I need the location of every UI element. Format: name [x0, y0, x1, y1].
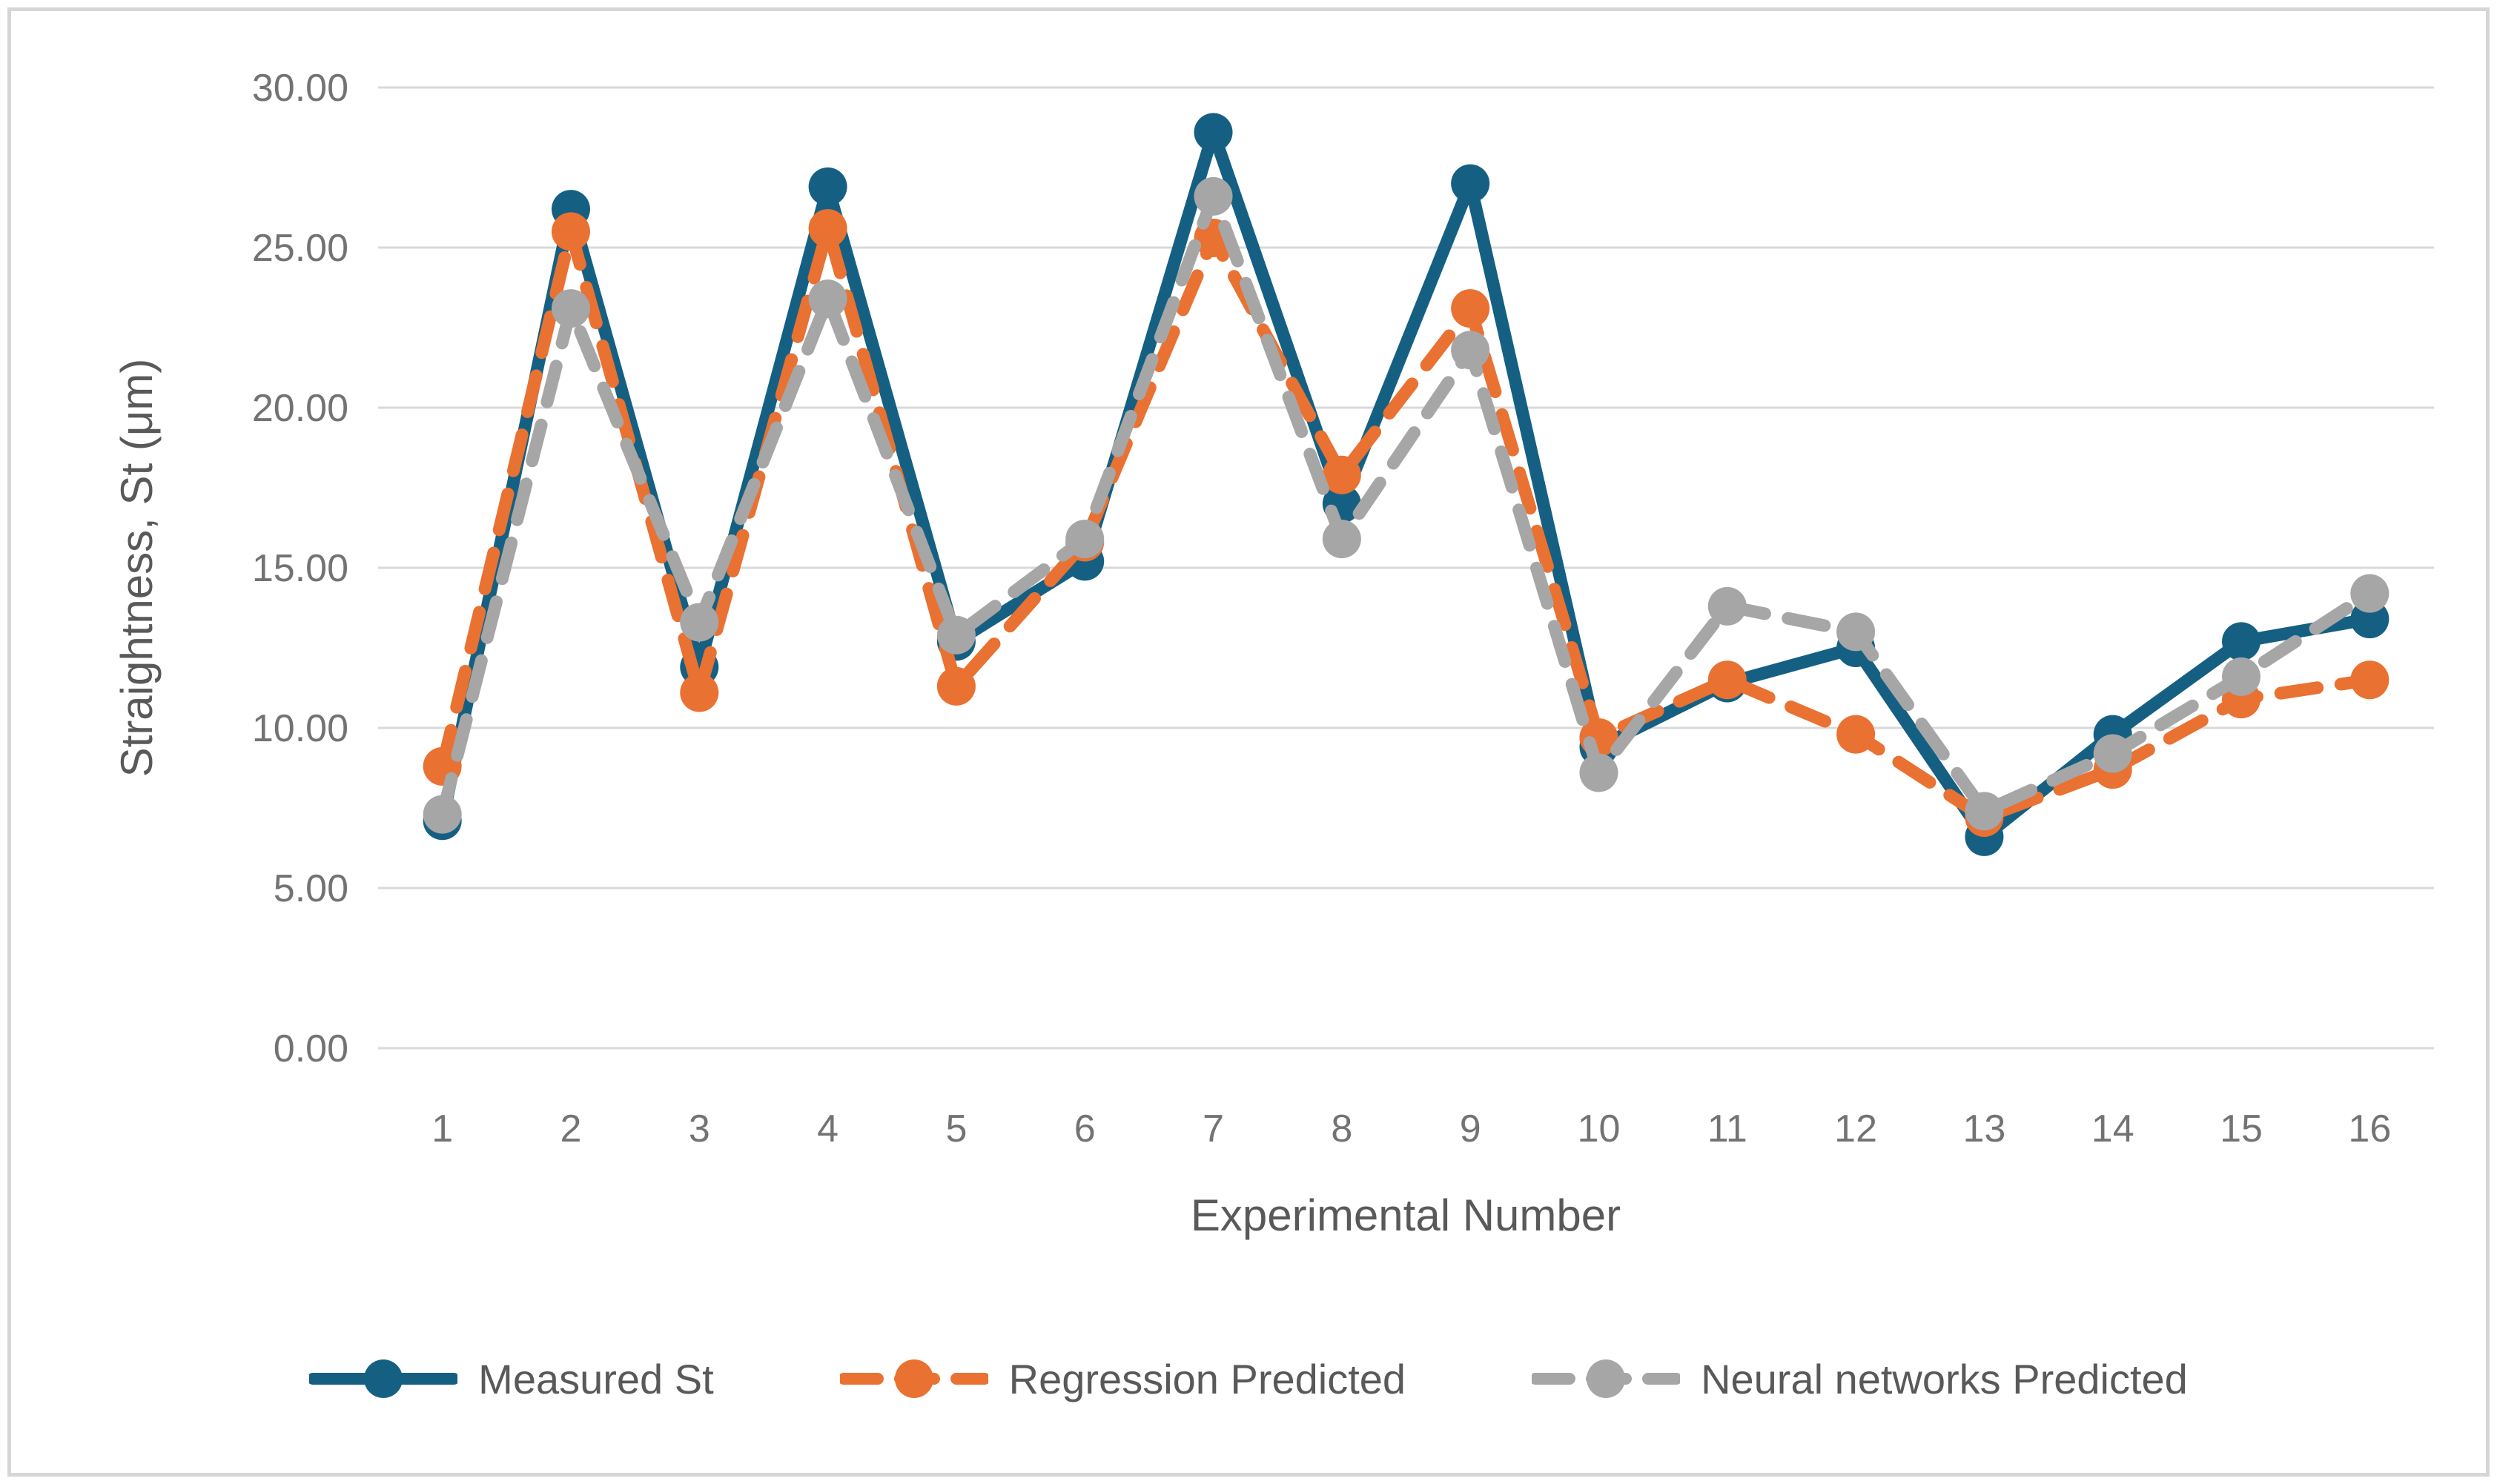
legend-marker: [1587, 1359, 1626, 1398]
data-point-marker-neural-networks-predicted: [1579, 753, 1618, 792]
data-point-marker-regression-predicted: [551, 212, 590, 251]
legend-swatch-measured-st-icon: [309, 1359, 458, 1398]
data-point-marker-neural-networks-predicted: [1322, 520, 1361, 559]
data-point-marker-regression-predicted: [680, 673, 719, 712]
x-tick-label: 6: [1074, 1107, 1096, 1150]
data-point-marker-neural-networks-predicted: [1194, 176, 1233, 216]
y-tick-label: 0.00: [274, 1027, 348, 1070]
gridlines: [378, 86, 2434, 1050]
data-point-marker-neural-networks-predicted: [1707, 586, 1747, 626]
data-point-marker-neural-networks-predicted: [2222, 657, 2261, 696]
x-tick-label: 14: [2091, 1107, 2134, 1150]
data-point-marker-regression-predicted: [808, 209, 847, 248]
data-point-marker-neural-networks-predicted: [936, 615, 976, 655]
data-point-marker-neural-networks-predicted: [423, 795, 462, 834]
legend-label: Regression Predicted: [1008, 1355, 1406, 1402]
legend-swatch-neural-networks-predicted-icon: [1532, 1359, 1681, 1398]
y-axis-title: Straightness, St (μm): [112, 359, 162, 778]
data-point-marker-neural-networks-predicted: [1451, 331, 1490, 370]
data-point-marker-regression-predicted: [1322, 455, 1361, 494]
x-tick-label: 10: [1578, 1107, 1621, 1150]
data-point-marker-measured-st: [808, 167, 847, 206]
x-tick-label: 7: [1203, 1107, 1224, 1150]
x-tick-label: 8: [1331, 1107, 1352, 1150]
y-tick-label: 5.00: [274, 867, 348, 910]
legend-item-regression-predicted: Regression Predicted: [839, 1353, 1406, 1405]
data-point-marker-regression-predicted: [1451, 289, 1490, 328]
data-point-marker-neural-networks-predicted: [2093, 734, 2132, 773]
y-tick-label: 10.00: [252, 707, 348, 750]
x-tick-label: 1: [431, 1107, 453, 1150]
series-layer: [423, 113, 2389, 856]
x-tick-label: 5: [945, 1107, 967, 1150]
y-axis-tick-labels: 30.00 25.00 20.00 15.00 10.00 5.00 0.00: [252, 67, 348, 1070]
data-point-marker-neural-networks-predicted: [551, 289, 590, 328]
x-tick-label: 15: [2220, 1107, 2263, 1150]
data-point-marker-regression-predicted: [1836, 715, 1876, 754]
data-point-marker-neural-networks-predicted: [808, 279, 847, 319]
y-tick-label: 15.00: [252, 547, 348, 590]
legend-label: Measured St: [478, 1355, 714, 1402]
legend-marker: [894, 1359, 933, 1398]
data-point-marker-regression-predicted: [2350, 660, 2389, 700]
data-point-marker-measured-st: [2222, 622, 2261, 661]
chart-legend: Measured St Regression Predicted Neural …: [0, 1327, 2497, 1431]
data-point-marker-regression-predicted: [936, 666, 976, 706]
data-point-marker-measured-st: [1451, 164, 1490, 203]
series-line-regression-predicted: [436, 222, 2376, 824]
data-point-marker-neural-networks-predicted: [2350, 574, 2389, 613]
x-tick-label: 2: [560, 1107, 582, 1150]
data-point-marker-measured-st: [1194, 113, 1233, 152]
x-axis-tick-labels: 1 2 3 4 5 6 7 8 9 10 11 12 13 14 15 16: [431, 1107, 2391, 1150]
legend-item-neural-networks-predicted: Neural networks Predicted: [1532, 1353, 2188, 1405]
y-tick-label: 20.00: [252, 387, 348, 430]
data-point-marker-neural-networks-predicted: [1836, 612, 1876, 652]
data-point-marker-regression-predicted: [1707, 660, 1747, 700]
x-tick-label: 4: [817, 1107, 839, 1150]
series-line-neural-networks-predicted: [436, 190, 2376, 821]
x-tick-label: 3: [689, 1107, 710, 1150]
legend-label: Neural networks Predicted: [1701, 1355, 2188, 1402]
legend-item-measured-st: Measured St: [309, 1353, 714, 1405]
data-point-marker-neural-networks-predicted: [680, 603, 719, 642]
data-point-marker-neural-networks-predicted: [1065, 520, 1105, 559]
x-axis-title: Experimental Number: [1191, 1190, 1621, 1240]
legend-marker: [364, 1359, 403, 1398]
x-tick-label: 12: [1834, 1107, 1877, 1150]
series-line-measured-st: [436, 125, 2376, 844]
x-tick-label: 11: [1707, 1107, 1747, 1150]
data-point-marker-neural-networks-predicted: [1965, 792, 2004, 831]
y-tick-label: 30.00: [252, 67, 348, 110]
x-tick-label: 9: [1460, 1107, 1481, 1150]
x-tick-label: 13: [1962, 1107, 2005, 1150]
y-tick-label: 25.00: [252, 227, 348, 270]
legend-swatch-regression-predicted-icon: [839, 1359, 988, 1398]
x-tick-label: 16: [2348, 1107, 2391, 1150]
